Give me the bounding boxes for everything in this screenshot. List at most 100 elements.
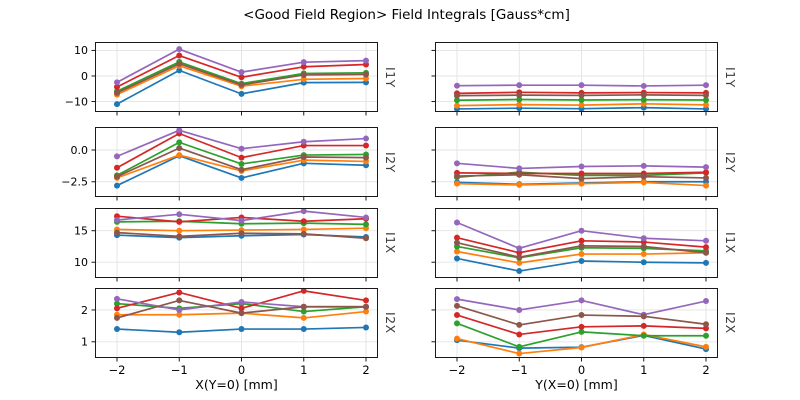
data-point-brown: [114, 173, 120, 180]
subplot-i2x-vs-x: 2 1 −2 −1 0 1 2: [81, 287, 378, 377]
data-point-purple: [703, 298, 709, 305]
row-label-i1y-right: I1Y: [723, 66, 738, 88]
data-point-purple: [703, 82, 709, 89]
data-point-orange: [454, 180, 460, 187]
data-point-orange: [176, 227, 183, 234]
data-point-purple: [238, 145, 245, 152]
data-point-green: [114, 300, 120, 307]
data-point-purple: [176, 46, 183, 53]
data-point-blue: [363, 324, 369, 331]
xaxis-label-left: X(Y=0) [mm]: [195, 377, 278, 392]
figure-title: <Good Field Region> Field Integrals [Gau…: [243, 7, 570, 23]
data-point-purple: [176, 127, 183, 134]
x-tick-label: −2: [449, 363, 466, 377]
data-point-purple: [516, 306, 523, 313]
data-point-red: [454, 234, 460, 241]
data-point-purple: [454, 82, 460, 89]
data-point-blue: [238, 90, 245, 97]
data-point-purple: [300, 59, 307, 66]
data-point-green: [516, 96, 523, 103]
data-point-purple: [363, 57, 369, 64]
data-point-orange: [578, 180, 585, 187]
data-point-green: [454, 97, 460, 104]
plot-box: [435, 288, 718, 358]
data-point-red: [300, 63, 307, 70]
subplot-i2y-vs-y: [431, 127, 718, 201]
x-tick-label: −2: [109, 363, 126, 377]
data-point-purple: [454, 160, 460, 167]
data-point-purple: [578, 163, 585, 170]
data-point-brown: [176, 60, 183, 67]
data-point-purple: [578, 227, 585, 234]
x-tick-label: 0: [238, 363, 245, 377]
data-point-orange: [516, 259, 523, 266]
data-point-blue: [114, 182, 120, 189]
data-point-brown: [300, 153, 307, 160]
row-label-i1x-left: I1X: [383, 232, 398, 254]
data-point-brown: [578, 312, 585, 319]
data-point-green: [516, 343, 523, 350]
y-tick-label: 1: [81, 336, 88, 349]
data-point-brown: [578, 175, 585, 182]
data-point-orange: [300, 226, 307, 233]
data-point-orange: [300, 76, 307, 83]
data-point-brown: [114, 314, 120, 321]
data-point-blue: [640, 259, 647, 266]
data-point-purple: [238, 299, 245, 305]
data-point-orange: [578, 251, 585, 258]
data-point-red: [516, 249, 523, 256]
data-point-green: [238, 160, 245, 167]
data-point-orange: [454, 102, 460, 109]
data-point-orange: [578, 344, 585, 351]
data-point-blue: [454, 255, 460, 262]
data-point-brown: [363, 303, 369, 310]
data-point-red: [703, 244, 709, 251]
plot-box: [95, 127, 378, 197]
data-point-brown: [176, 145, 183, 152]
x-tick-label: 1: [300, 363, 307, 377]
data-point-green: [176, 139, 183, 146]
data-point-brown: [516, 92, 523, 99]
data-point-blue: [516, 268, 523, 275]
data-point-red: [176, 218, 183, 225]
data-point-purple: [703, 164, 709, 171]
data-point-orange: [363, 308, 369, 315]
data-point-orange: [454, 248, 460, 255]
y-tick-label: 10: [74, 256, 88, 269]
row-label-i2x-right: I2X: [723, 312, 738, 334]
data-point-red: [703, 325, 709, 332]
data-point-red: [454, 312, 460, 319]
y-tick-label: 0.0: [71, 144, 89, 157]
data-point-red: [238, 154, 245, 161]
data-point-brown: [300, 303, 307, 310]
row-label-i2y-left: I2Y: [383, 151, 398, 173]
data-point-purple: [516, 245, 523, 252]
data-point-purple: [703, 237, 709, 244]
data-point-blue: [578, 257, 585, 264]
data-point-brown: [300, 230, 307, 237]
data-point-orange: [516, 350, 523, 357]
data-point-brown: [703, 321, 709, 328]
data-point-purple: [640, 235, 647, 242]
y-tick-label: 10: [74, 44, 88, 57]
data-point-blue: [238, 174, 245, 181]
data-point-orange: [300, 314, 307, 321]
x-tick-label: 0: [578, 363, 585, 377]
data-point-red: [363, 142, 369, 149]
x-tick-label: 1: [640, 363, 647, 377]
data-point-orange: [703, 182, 709, 189]
data-point-brown: [238, 166, 245, 173]
data-point-orange: [516, 101, 523, 108]
data-point-red: [363, 297, 369, 304]
data-point-orange: [516, 181, 523, 188]
data-point-brown: [238, 310, 245, 317]
data-point-blue: [114, 101, 120, 108]
data-point-brown: [578, 92, 585, 99]
data-point-blue: [114, 326, 120, 333]
data-point-red: [703, 169, 709, 176]
data-point-red: [300, 287, 307, 294]
data-point-blue: [176, 67, 183, 74]
subplot-i2x-vs-y: −2 −1 0 1 2: [431, 288, 718, 377]
data-point-brown: [703, 174, 709, 181]
data-point-green: [300, 308, 307, 315]
